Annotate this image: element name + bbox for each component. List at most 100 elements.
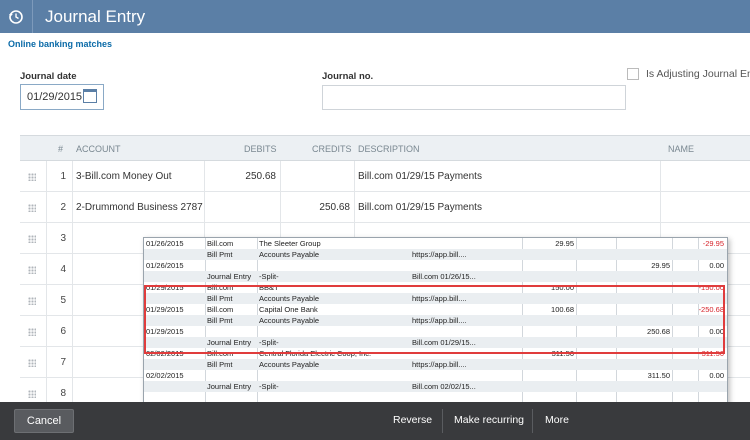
journal-lines-grid: # ACCOUNT DEBITS CREDITS DESCRIPTION NAM… <box>20 135 750 409</box>
register-cell-type: Bill.com <box>207 239 234 248</box>
online-banking-matches-link[interactable]: Online banking matches <box>8 39 113 49</box>
register-cell-c2: 311.50 <box>647 371 670 380</box>
register-cell-date: 01/26/2015 <box>146 261 184 270</box>
register-row[interactable]: Journal Entry -Split- Bill.com 01/29/15... <box>144 337 727 348</box>
register-row[interactable]: 02/02/2015 311.50 0.00 <box>144 370 727 381</box>
transaction-register-popup: 01/26/2015 Bill.com The Sleeter Group 29.95… <box>143 237 728 413</box>
register-cell-name: -Split- <box>259 382 279 391</box>
register-cell-type: Bill Pmt <box>207 316 233 325</box>
calendar-icon[interactable] <box>83 89 97 103</box>
register-cell-bal: 0.00 <box>709 327 724 336</box>
register-cell-memo: https://app.bill.... <box>412 316 467 325</box>
register-cell-memo: https://app.bill.... <box>412 250 467 259</box>
register-cell-date: 02/02/2015 <box>146 371 184 380</box>
register-cell-date: 01/29/2015 <box>146 283 184 292</box>
register-cell-date: 01/29/2015 <box>146 327 184 336</box>
drag-handle-icon[interactable] <box>28 235 36 243</box>
register-row[interactable]: Journal Entry -Split- Bill.com 02/02/15... <box>144 381 727 392</box>
register-row[interactable]: 01/29/2015 250.68 0.00 <box>144 326 727 337</box>
drag-handle-icon[interactable] <box>28 266 36 274</box>
register-cell-type: Bill.com <box>207 349 234 358</box>
register-cell-name: Accounts Payable <box>259 360 320 369</box>
adjusting-entry-checkbox[interactable] <box>627 68 639 80</box>
page-title: Journal Entry <box>45 6 146 26</box>
col-credits: CREDITS <box>312 144 352 154</box>
drag-handle-icon[interactable] <box>28 359 36 367</box>
register-row[interactable]: 01/26/2015 Bill.com The Sleeter Group 29.95… <box>144 238 727 249</box>
register-row[interactable]: Bill Pmt Accounts Payable https://app.bill… <box>144 293 727 304</box>
register-cell-name: Accounts Payable <box>259 316 320 325</box>
col-account: ACCOUNT <box>76 144 121 154</box>
reverse-button[interactable]: Reverse <box>393 414 433 426</box>
adjusting-entry-label: Is Adjusting Journal En <box>646 68 750 80</box>
register-cell-c2: 250.68 <box>647 327 670 336</box>
register-cell-memo: Bill.com 01/29/15... <box>412 338 476 347</box>
register-row[interactable]: Journal Entry -Split- Bill.com 01/26/15... <box>144 271 727 282</box>
register-cell-date: 01/29/2015 <box>146 305 184 314</box>
table-row[interactable]: 1 3-Bill.com Money Out 250.68 Bill.com 01/2… <box>20 161 750 192</box>
make-recurring-button[interactable]: Make recurring <box>454 414 525 426</box>
drag-handle-icon[interactable] <box>28 204 36 212</box>
history-icon[interactable] <box>0 0 33 33</box>
register-cell-name: Capital One Bank <box>259 305 318 314</box>
table-row[interactable]: 2 2-Drummond Business 2787 250.68 Bill.com … <box>20 192 750 223</box>
register-cell-memo: Bill.com 02/02/15... <box>412 382 476 391</box>
register-cell-name: Accounts Payable <box>259 250 320 259</box>
journal-no-field[interactable] <box>322 85 626 110</box>
register-cell-type: Bill Pmt <box>207 250 233 259</box>
register-cell-type: Bill Pmt <box>207 294 233 303</box>
register-row[interactable]: Bill Pmt Accounts Payable https://app.bill… <box>144 249 727 260</box>
col-name: NAME <box>668 144 695 154</box>
register-cell-name: Central Florida Electric Coop, Inc. <box>259 349 372 358</box>
register-row[interactable]: 02/02/2015 Bill.com Central Florida Electr… <box>144 348 727 359</box>
drag-handle-icon[interactable] <box>28 297 36 305</box>
register-cell-name: The Sleeter Group <box>259 239 321 248</box>
footer-bar <box>0 402 750 440</box>
register-cell-type: Bill.com <box>207 305 234 314</box>
register-cell-name: Accounts Payable <box>259 294 320 303</box>
drag-handle-icon[interactable] <box>28 328 36 336</box>
register-cell-memo: Bill.com 01/26/15... <box>412 272 476 281</box>
register-cell-bal: -150.00 <box>698 283 724 292</box>
register-row[interactable]: 01/29/2015 Bill.com BB&T 150.00 -150.00 <box>144 282 727 293</box>
col-description: DESCRIPTION <box>358 144 420 154</box>
cancel-button[interactable]: Cancel <box>14 409 74 433</box>
drag-handle-icon[interactable] <box>28 390 36 398</box>
register-cell-c1: 29.95 <box>555 239 574 248</box>
register-cell-date: 02/02/2015 <box>146 349 184 358</box>
register-cell-bal: 0.00 <box>709 371 724 380</box>
register-cell-name: -Split- <box>259 338 279 347</box>
col-debits: DEBITS <box>244 144 277 154</box>
register-cell-c1: 150.00 <box>551 283 574 292</box>
register-cell-bal: -311.50 <box>699 349 724 358</box>
register-cell-type: Journal Entry <box>207 338 252 347</box>
col-num: # <box>58 144 64 154</box>
more-button[interactable]: More <box>545 414 569 426</box>
register-row[interactable]: Bill Pmt Accounts Payable https://app.bill… <box>144 359 727 370</box>
register-cell-bal: -250.68 <box>698 305 724 314</box>
journal-date-label: Journal date <box>20 71 77 82</box>
register-cell-memo: https://app.bill.... <box>412 294 467 303</box>
journal-date-field[interactable]: 01/29/2015 <box>20 84 104 110</box>
register-cell-name: BB&T <box>259 283 279 292</box>
register-cell-name: -Split- <box>259 272 279 281</box>
register-row[interactable]: 01/29/2015 Bill.com Capital One Bank 100.68… <box>144 304 727 315</box>
drag-handle-icon[interactable] <box>28 173 36 181</box>
register-cell-c1: 100.68 <box>551 305 574 314</box>
register-cell-bal: 0.00 <box>709 261 724 270</box>
journal-date-value: 01/29/2015 <box>27 91 83 103</box>
register-cell-c1: 311.50 <box>551 349 574 358</box>
register-cell-type: Bill.com <box>207 283 234 292</box>
grid-header: # ACCOUNT DEBITS CREDITS DESCRIPTION NAM… <box>20 135 750 161</box>
register-cell-type: Journal Entry <box>207 272 252 281</box>
register-cell-c2: 29.95 <box>651 261 670 270</box>
register-cell-type: Bill Pmt <box>207 360 233 369</box>
register-cell-type: Journal Entry <box>207 382 252 391</box>
register-cell-bal: -29.95 <box>702 239 724 248</box>
title-bar: Journal Entry <box>0 0 750 33</box>
register-cell-memo: https://app.bill.... <box>412 360 467 369</box>
journal-no-label: Journal no. <box>322 71 374 82</box>
register-row[interactable]: 01/26/2015 29.95 0.00 <box>144 260 727 271</box>
register-row[interactable]: Bill Pmt Accounts Payable https://app.bill… <box>144 315 727 326</box>
